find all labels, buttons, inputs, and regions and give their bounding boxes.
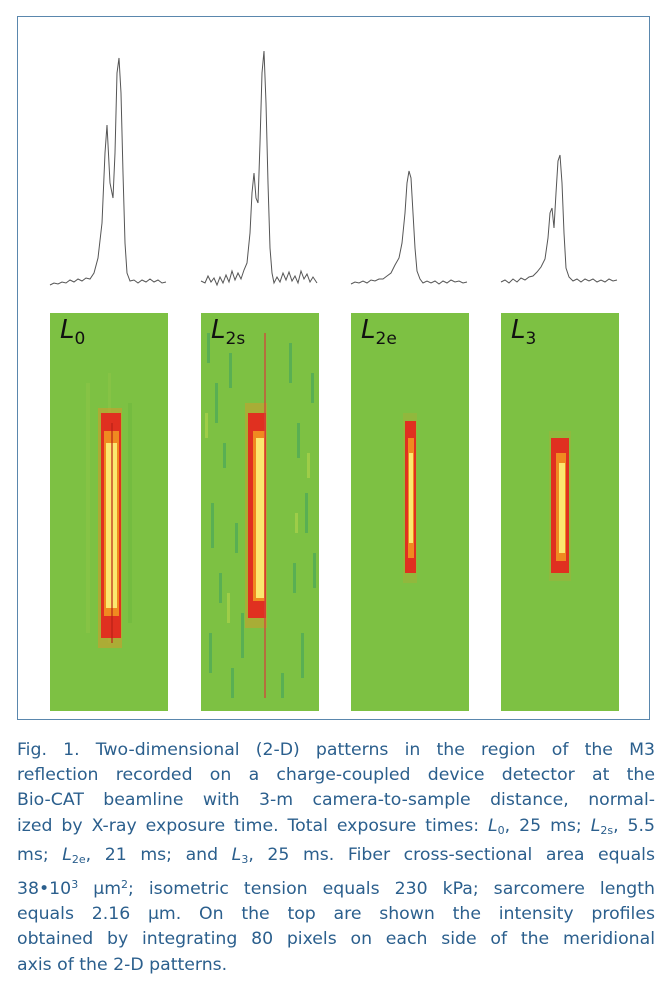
caption-line: axis of the 2-D patterns. bbox=[17, 953, 655, 978]
caption-text: L bbox=[231, 844, 242, 865]
caption-text: ized by X-ray exposure time. Total expos… bbox=[17, 815, 489, 836]
panel-label-subscript: 2e bbox=[375, 329, 397, 349]
panel-label-letter: L bbox=[511, 315, 526, 345]
pattern-image-l2s bbox=[201, 313, 319, 711]
panel-label-letter: L bbox=[361, 315, 376, 345]
profile-line-l0 bbox=[49, 57, 167, 286]
pattern-panel-l2s: L2s bbox=[201, 313, 319, 711]
panel-label-l3: L3 bbox=[511, 315, 536, 349]
caption-line: 38•103 µm2; isometric tension equals 230… bbox=[17, 872, 655, 902]
caption-text: 2e bbox=[71, 852, 86, 866]
caption-line: Fig. 1. Two-dimensional (2-D) patterns i… bbox=[17, 738, 655, 763]
caption-text: obtained by integrating 80 pixels on eac… bbox=[17, 929, 655, 950]
caption-text: equals 2.16 µm. On the top are shown the… bbox=[17, 904, 655, 925]
caption-line: equals 2.16 µm. On the top are shown the… bbox=[17, 902, 655, 927]
caption-text: ; isometric tension equals 230 kPa; sarc… bbox=[128, 879, 656, 900]
caption-text: 3 bbox=[241, 852, 249, 866]
figure-caption: Fig. 1. Two-dimensional (2-D) patterns i… bbox=[17, 738, 655, 978]
profile-plot-l2s bbox=[200, 50, 318, 287]
profile-line-l3 bbox=[500, 154, 618, 284]
caption-line: Bio-CAT beamline with 3-m camera-to-samp… bbox=[17, 788, 655, 813]
intensity-profile-l2e bbox=[350, 33, 471, 289]
caption-line: obtained by integrating 80 pixels on eac… bbox=[17, 927, 655, 952]
caption-text: L bbox=[488, 815, 498, 836]
caption-text: , 21 ms; and bbox=[85, 844, 232, 865]
caption-text: , 25 ms; bbox=[504, 815, 591, 836]
caption-text: axis of the 2-D patterns. bbox=[17, 954, 228, 975]
caption-text: 2 bbox=[121, 878, 129, 892]
panel-label-l2e: L2e bbox=[361, 315, 397, 349]
profile-line-l2s bbox=[200, 50, 318, 287]
panel-label-l2s: L2s bbox=[211, 315, 245, 349]
caption-text: µm bbox=[78, 879, 122, 900]
caption-text: reflection recorded on a charge-coupled … bbox=[17, 765, 655, 786]
panel-label-letter: L bbox=[211, 315, 226, 345]
caption-line: ms; L2e, 21 ms; and L3, 25 ms. Fiber cro… bbox=[17, 843, 655, 872]
caption-text: L bbox=[590, 815, 601, 836]
caption-text: ms; bbox=[17, 844, 63, 865]
intensity-profile-l2s bbox=[200, 33, 321, 289]
caption-text: 3 bbox=[71, 878, 79, 892]
caption-text: Fig. 1. Two-dimensional (2-D) patterns i… bbox=[17, 740, 655, 760]
profile-plot-l2e bbox=[350, 170, 468, 285]
caption-text: 38•10 bbox=[17, 879, 72, 900]
panel-label-subscript: 3 bbox=[525, 329, 537, 349]
figure-frame: L0 bbox=[17, 16, 650, 720]
pattern-image-l0 bbox=[50, 313, 168, 711]
caption-text: 0 bbox=[497, 823, 505, 837]
intensity-profile-l0 bbox=[49, 33, 170, 289]
caption-line: reflection recorded on a charge-coupled … bbox=[17, 763, 655, 788]
pattern-panel-l2e: L2e bbox=[351, 313, 469, 711]
pattern-panel-l0: L0 bbox=[50, 313, 168, 711]
panel-label-subscript: 2s bbox=[225, 329, 246, 349]
pattern-image-l3 bbox=[501, 313, 619, 711]
panel-label-l0: L0 bbox=[60, 315, 85, 349]
profile-plot-l3 bbox=[500, 154, 618, 284]
caption-text: 2s bbox=[600, 823, 614, 837]
intensity-profile-l3 bbox=[500, 33, 621, 289]
caption-text: , 25 ms. Fiber cross-sectional area equa… bbox=[248, 844, 655, 865]
pattern-panel-l3: L3 bbox=[501, 313, 619, 711]
pattern-image-l2e bbox=[351, 313, 469, 711]
profile-plot-l0 bbox=[49, 57, 167, 286]
caption-line: ized by X-ray exposure time. Total expos… bbox=[17, 814, 655, 843]
panel-label-letter: L bbox=[60, 315, 75, 345]
panel-label-subscript: 0 bbox=[74, 329, 86, 349]
caption-text: , 5.5 bbox=[613, 815, 655, 836]
profile-line-l2e bbox=[350, 170, 468, 285]
caption-text: L bbox=[62, 844, 72, 865]
caption-text: Bio-CAT beamline with 3-m camera-to-samp… bbox=[17, 790, 655, 811]
